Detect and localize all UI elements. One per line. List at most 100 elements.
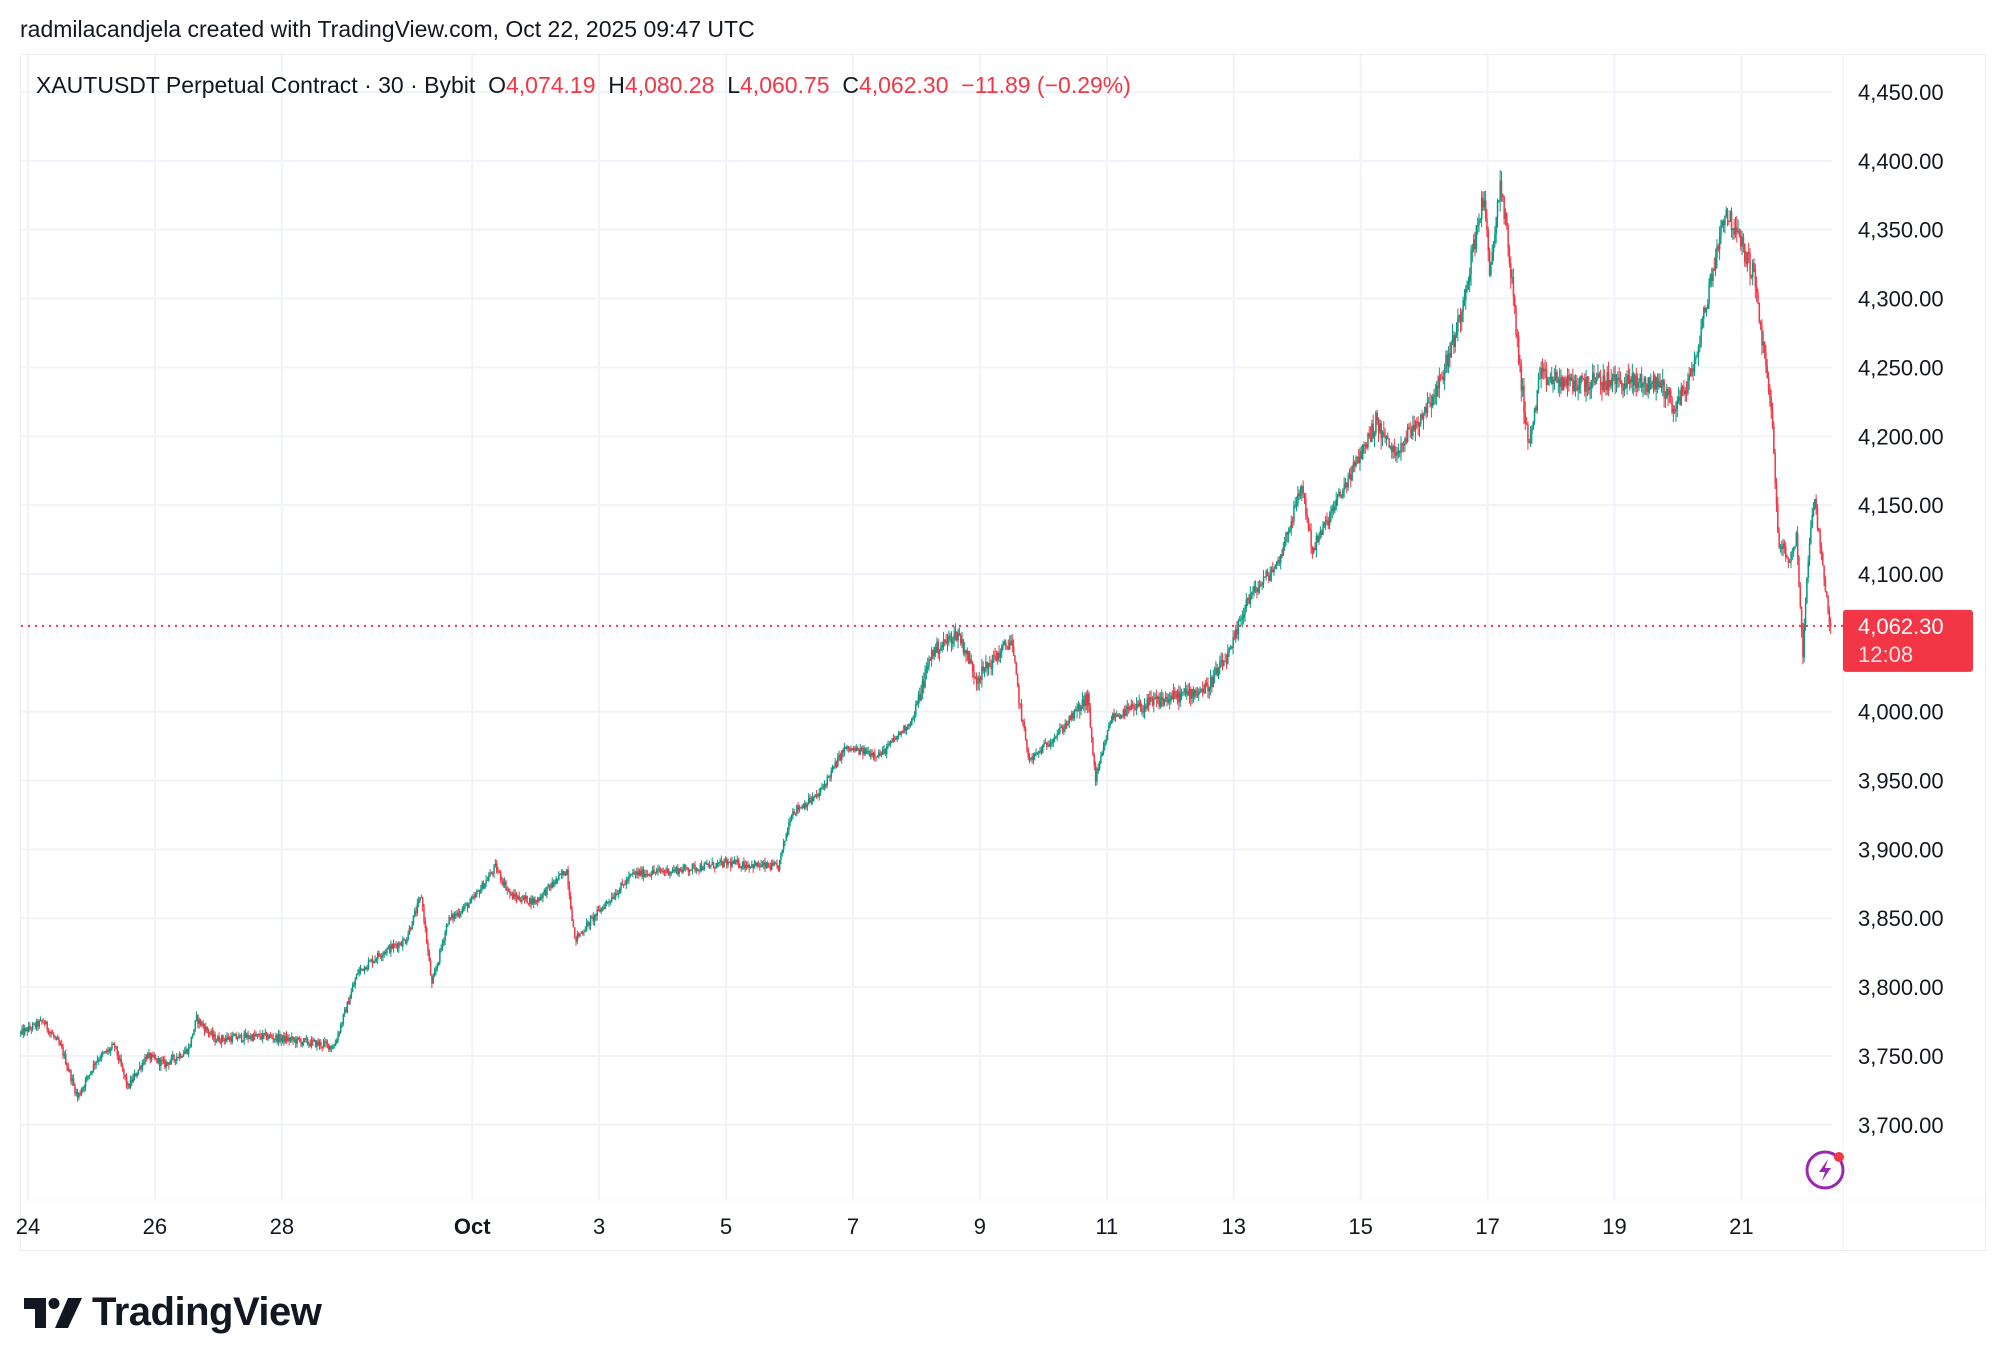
candle [353, 984, 355, 987]
candle [58, 1039, 60, 1044]
candle [256, 1034, 259, 1036]
candle [343, 1009, 346, 1015]
candle [579, 933, 581, 937]
candle [285, 1035, 288, 1042]
candle [876, 756, 879, 758]
candle [1368, 433, 1371, 437]
candle [33, 1023, 35, 1025]
candle [330, 1045, 333, 1049]
candle [185, 1049, 187, 1052]
candle [661, 871, 663, 873]
candle [729, 861, 732, 867]
candle [1573, 380, 1575, 392]
candle [220, 1035, 223, 1044]
price-tick-label: 3,700.00 [1858, 1113, 1944, 1138]
candle [1038, 751, 1040, 754]
candle [720, 860, 723, 863]
candle [166, 1061, 169, 1063]
candle [1323, 522, 1326, 526]
candle [790, 816, 793, 822]
candle [1441, 376, 1443, 378]
candle [532, 898, 535, 904]
candle [782, 841, 785, 850]
candle [1191, 689, 1193, 699]
candle [1816, 507, 1819, 528]
candle [1340, 496, 1343, 498]
candle [642, 869, 645, 878]
candle [421, 898, 424, 907]
candle [358, 970, 360, 974]
candle [1740, 236, 1742, 247]
candle [1630, 379, 1632, 383]
candle [247, 1034, 249, 1039]
candle [440, 947, 442, 950]
candle [375, 959, 378, 961]
candle [400, 944, 403, 947]
candle [26, 1027, 29, 1032]
candle [767, 862, 769, 867]
candle [1594, 381, 1597, 383]
candle [1420, 414, 1422, 424]
candle [80, 1090, 83, 1095]
candle [1584, 379, 1586, 392]
candle [1316, 536, 1319, 542]
candle [351, 986, 354, 992]
candle [1593, 372, 1595, 383]
alert-lightning-icon[interactable] [1805, 1150, 1845, 1190]
candle [176, 1057, 178, 1062]
candle [1008, 642, 1011, 650]
candle [1084, 694, 1086, 707]
candle [904, 725, 907, 731]
candle [899, 732, 901, 735]
candle [731, 861, 733, 867]
price-tick-label: 4,300.00 [1858, 287, 1944, 312]
candle [678, 868, 680, 875]
candle [498, 871, 501, 873]
price-axis[interactable]: 4,450.00 4,400.00 4,350.00 4,300.00 4,250.00… [1858, 80, 1944, 1138]
candle [985, 662, 987, 669]
candle [1196, 693, 1199, 696]
candle [1539, 378, 1541, 380]
candle [764, 862, 766, 868]
candle [67, 1067, 70, 1071]
candle [609, 901, 612, 903]
candle [1568, 374, 1570, 381]
candle [1499, 180, 1501, 201]
candle [769, 866, 772, 870]
time-axis[interactable]: 24 26 28 Oct 3 5 7 9 11 13 15 17 19 21 [16, 1214, 1754, 1239]
candle [1759, 322, 1762, 327]
candle [1758, 302, 1761, 323]
candle [601, 907, 604, 909]
candle [217, 1036, 219, 1041]
candle [1396, 454, 1398, 456]
tradingview-logo[interactable]: TradingView [24, 1290, 322, 1335]
candle [31, 1023, 34, 1030]
candle [1151, 697, 1154, 705]
candle [1044, 742, 1047, 744]
candle [1352, 462, 1355, 468]
candle [903, 725, 905, 733]
candle [478, 890, 481, 894]
candle [1701, 318, 1704, 327]
candle [183, 1051, 186, 1055]
candle [1030, 757, 1032, 760]
candle [104, 1050, 107, 1053]
candle [205, 1026, 207, 1032]
candle [1695, 357, 1697, 360]
candle [1791, 551, 1794, 553]
candle [1233, 637, 1236, 639]
candle [842, 750, 844, 753]
candle [86, 1076, 88, 1080]
candle [1515, 307, 1517, 335]
candle [1469, 274, 1471, 282]
symbol-title[interactable]: XAUTUSDT Perpetual Contract · 30 · Bybit [36, 72, 476, 98]
candle [416, 903, 419, 913]
candle [43, 1022, 46, 1025]
candle [1287, 532, 1290, 535]
candle [607, 901, 609, 903]
candle [1490, 264, 1492, 276]
time-tick-label: 9 [974, 1214, 986, 1239]
candle [1326, 520, 1328, 522]
candle [813, 797, 815, 799]
